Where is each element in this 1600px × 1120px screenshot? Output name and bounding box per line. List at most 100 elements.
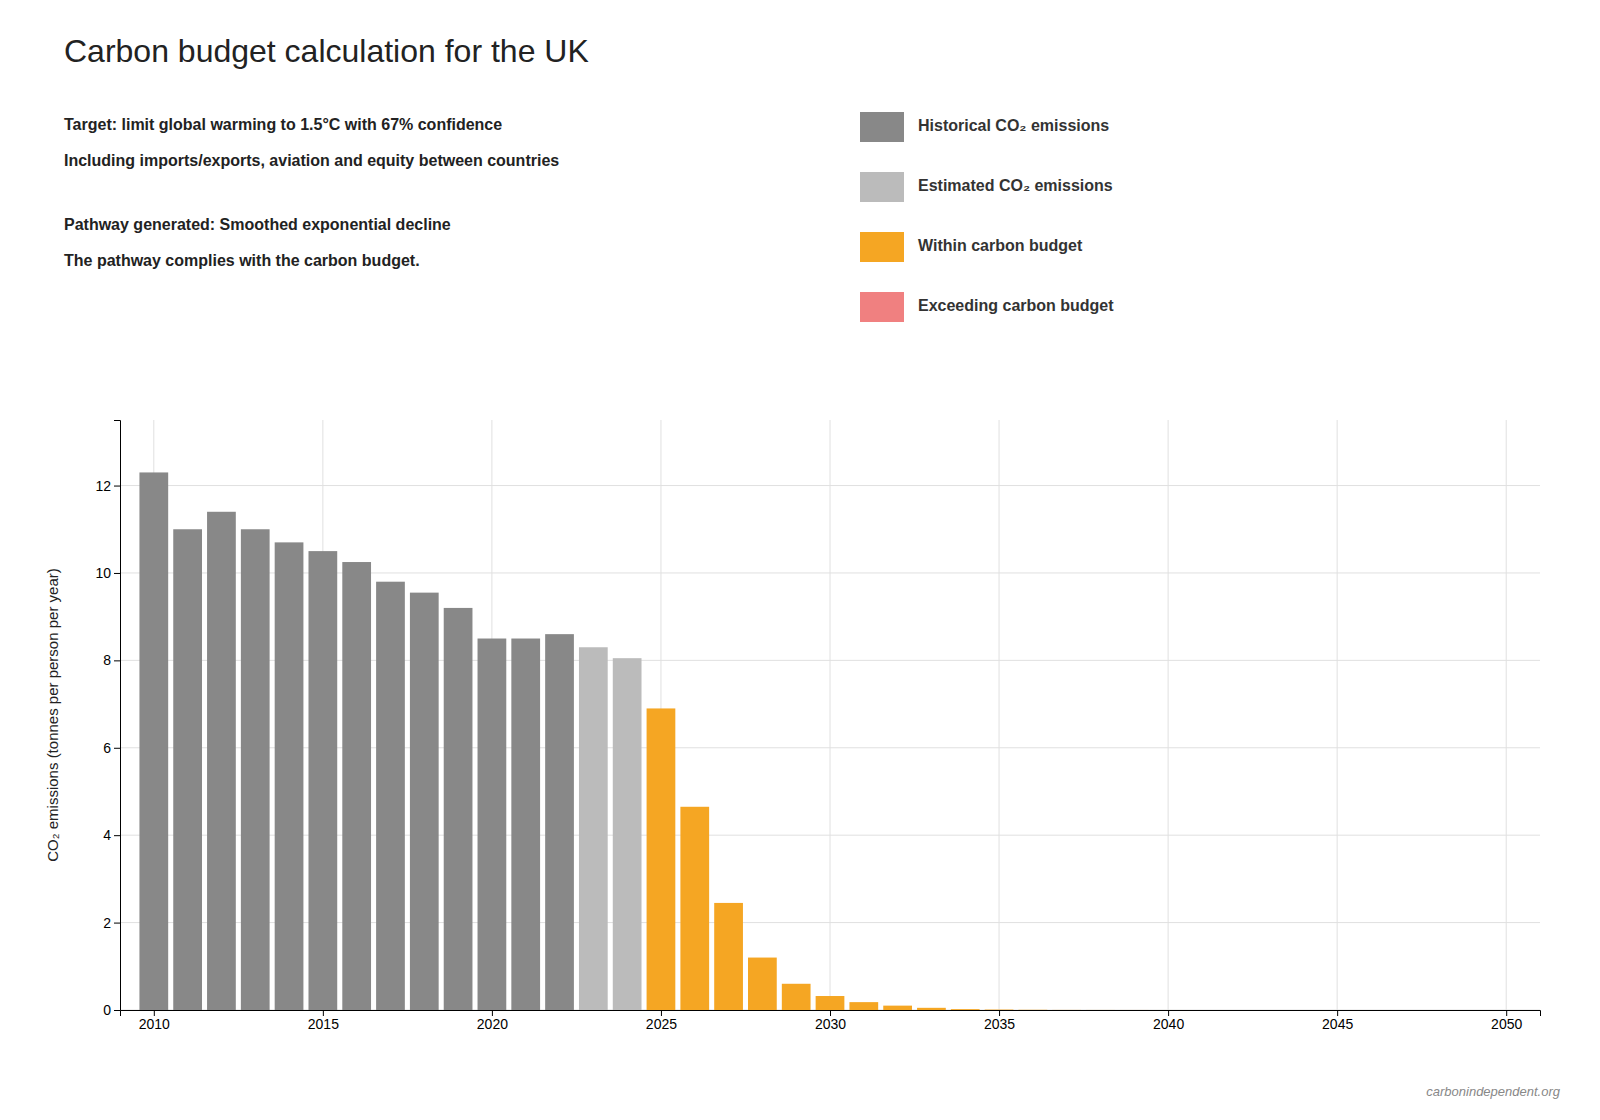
- bar: [1154, 1009, 1183, 1010]
- bar: [241, 529, 270, 1010]
- x-tick-label: 2025: [646, 1016, 677, 1032]
- y-tick-label: 4: [103, 827, 111, 843]
- bar: [748, 958, 777, 1010]
- x-tick: 2050: [1491, 1010, 1522, 1032]
- watermark: carbonindependent.org: [1426, 1084, 1560, 1099]
- x-tick-label: 2030: [815, 1016, 846, 1032]
- x-tick: 2025: [646, 1010, 677, 1032]
- bar: [511, 639, 540, 1010]
- y-tick-mark: [114, 923, 120, 924]
- y-tick: 2: [103, 915, 120, 931]
- legend: Historical CO₂ emissions Estimated CO₂ em…: [860, 112, 1114, 322]
- x-tick-label: 2040: [1153, 1016, 1184, 1032]
- legend-label: Within carbon budget: [918, 237, 1083, 254]
- x-tick-label: 2010: [139, 1016, 170, 1032]
- y-tick: 0: [103, 1002, 120, 1018]
- y-axis-line: [114, 421, 121, 1011]
- x-tick-label: 2015: [308, 1016, 339, 1032]
- bar: [1188, 1009, 1217, 1010]
- bar: [139, 472, 168, 1010]
- bar: [613, 658, 642, 1010]
- bar: [1357, 1009, 1386, 1010]
- legend-swatch: [860, 112, 904, 142]
- y-tick-label: 8: [103, 652, 111, 668]
- y-axis-label: CO₂ emissions (tonnes per person per yea…: [44, 568, 61, 861]
- annotation: Pathway generated: Smoothed exponential …: [64, 216, 451, 233]
- bar: [376, 582, 405, 1010]
- y-tick-mark: [114, 1010, 120, 1011]
- legend-label: Exceeding carbon budget: [918, 297, 1114, 314]
- bar: [444, 608, 473, 1010]
- y-tick: 10: [95, 565, 120, 581]
- bar: [275, 542, 304, 1010]
- bar: [1424, 1010, 1453, 1011]
- x-tick: 2015: [308, 1010, 339, 1032]
- bar: [1458, 1010, 1487, 1011]
- bar: [883, 1006, 912, 1010]
- legend-item: Exceeding carbon budget: [860, 292, 1114, 322]
- x-tick: 2030: [815, 1010, 846, 1032]
- y-tick-label: 2: [103, 915, 111, 931]
- y-tick-mark: [114, 748, 120, 749]
- bar: [917, 1008, 946, 1010]
- legend-swatch: [860, 232, 904, 262]
- x-tick: 2020: [477, 1010, 508, 1032]
- y-tick-mark: [114, 660, 120, 661]
- bar: [173, 529, 202, 1010]
- y-tick: 6: [103, 740, 120, 756]
- legend-swatch: [860, 172, 904, 202]
- bar: [478, 639, 507, 1010]
- bar-series: [139, 472, 573, 1010]
- bar: [545, 634, 574, 1010]
- bar-series: [647, 708, 1521, 1010]
- bar: [1052, 1009, 1081, 1010]
- bar: [951, 1009, 980, 1010]
- y-tick-label: 0: [103, 1002, 111, 1018]
- x-tick: 2045: [1322, 1010, 1353, 1032]
- x-tick: 2010: [139, 1010, 170, 1032]
- legend-item: Within carbon budget: [860, 232, 1083, 262]
- chart: Carbon budget calculation for the UK Targ…: [0, 0, 1600, 1120]
- bar: [714, 903, 743, 1010]
- x-grid-line: [830, 420, 831, 1010]
- y-tick: 12: [95, 478, 120, 494]
- bar: [985, 1009, 1014, 1010]
- y-tick-mark: [114, 486, 120, 487]
- y-tick-label: 6: [103, 740, 111, 756]
- x-tick-label: 2020: [477, 1016, 508, 1032]
- x-tick-label: 2045: [1322, 1016, 1353, 1032]
- bar: [849, 1002, 878, 1010]
- annotation: The pathway complies with the carbon bud…: [64, 252, 420, 269]
- x-grid-line: [999, 420, 1000, 1010]
- y-tick-label: 10: [95, 565, 111, 581]
- legend-item: Historical CO₂ emissions: [860, 112, 1109, 142]
- x-tick-label: 2050: [1491, 1016, 1522, 1032]
- x-tick-label: 2035: [984, 1016, 1015, 1032]
- bar: [410, 593, 439, 1010]
- bar: [1221, 1009, 1250, 1010]
- bar: [579, 647, 608, 1010]
- legend-item: Estimated CO₂ emissions: [860, 172, 1113, 202]
- y-tick-mark: [114, 835, 120, 836]
- bar: [782, 984, 811, 1010]
- x-grid-line: [1506, 420, 1507, 1010]
- bar: [1492, 1010, 1521, 1011]
- x-axis: 2010 2015 2020 2025 2030 2035 2040 2045 2050: [121, 1010, 1541, 1032]
- legend-swatch: [860, 292, 904, 322]
- bar: [1086, 1009, 1115, 1010]
- title: Carbon budget calculation for the UK: [64, 33, 589, 69]
- bar: [1255, 1009, 1284, 1010]
- bar: [207, 512, 236, 1010]
- bar: [342, 562, 371, 1010]
- x-tick: 2040: [1153, 1010, 1184, 1032]
- bar: [1018, 1009, 1047, 1010]
- bar: [308, 551, 337, 1010]
- y-tick: 4: [103, 827, 120, 843]
- subtitle: Including imports/exports, aviation and …: [64, 152, 559, 169]
- bar: [1120, 1009, 1149, 1010]
- subtitle: Target: limit global warming to 1.5°C wi…: [64, 116, 502, 133]
- x-grid-line: [1168, 420, 1169, 1010]
- bar: [1323, 1009, 1352, 1010]
- y-axis: 0 2 4 6 8 10 12: [95, 421, 120, 1018]
- bar-series: [579, 647, 642, 1010]
